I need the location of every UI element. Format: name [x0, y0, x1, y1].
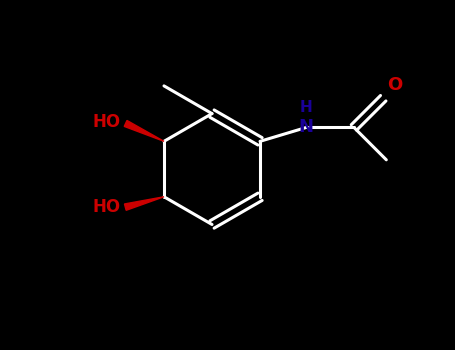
- Polygon shape: [124, 120, 164, 141]
- Text: H: H: [300, 100, 313, 115]
- Text: HO: HO: [93, 113, 121, 131]
- Polygon shape: [125, 197, 164, 210]
- Text: N: N: [299, 118, 314, 136]
- Text: HO: HO: [92, 198, 121, 216]
- Text: O: O: [387, 76, 402, 94]
